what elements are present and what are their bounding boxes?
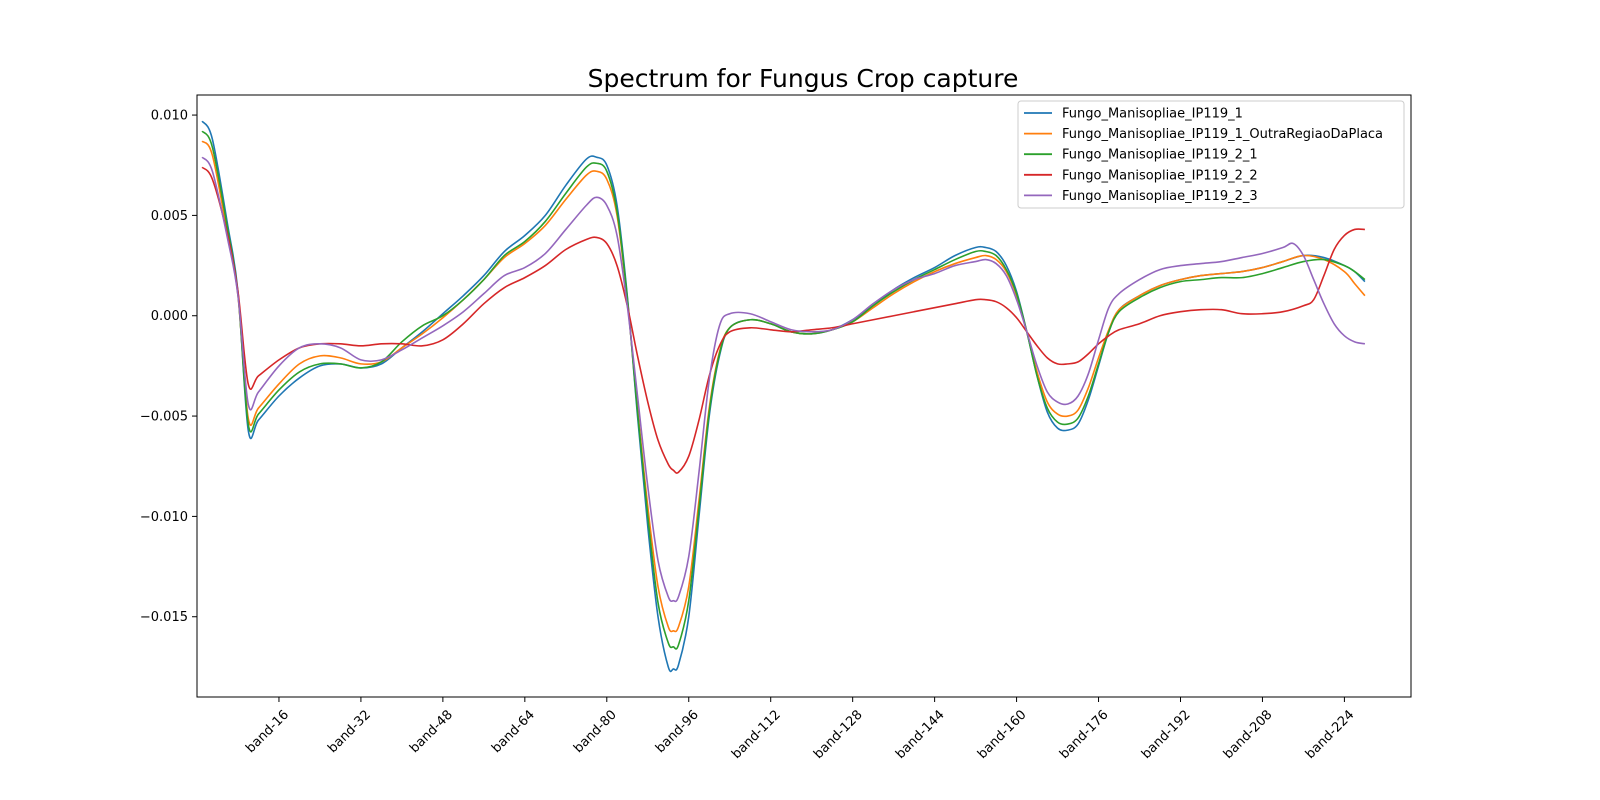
series-line-3 [201,130,1366,650]
x-tick-label: band-80 [571,707,620,756]
x-tick-label: band-144 [893,707,948,762]
x-tick-label: band-32 [325,707,374,756]
y-tick-label: −0.005 [140,410,188,425]
x-axis: band-16 band-32 band-48 band-64 band-80 band-… [243,697,1357,762]
legend-label-2: Fungo_Manisopliae_IP119_1_OutraRegiaoDaP… [1062,127,1383,142]
x-tick-label: band-128 [811,707,866,762]
y-tick-label: −0.010 [140,510,188,525]
x-tick-label: band-112 [729,707,784,762]
y-axis: 0.010 0.005 0.000 −0.005 −0.010 −0.015 [140,109,197,625]
y-tick-label: −0.015 [140,610,188,625]
chart-title: Spectrum for Fungus Crop capture [588,64,1019,93]
series-line-4 [201,166,1365,474]
x-tick-label: band-160 [975,707,1030,762]
x-tick-label: band-64 [489,707,538,756]
y-tick-label: 0.010 [151,109,188,124]
y-tick-label: 0.000 [151,309,188,324]
legend-label-5: Fungo_Manisopliae_IP119_2_3 [1062,189,1258,204]
legend-label-4: Fungo_Manisopliae_IP119_2_2 [1062,168,1258,183]
y-tick-label: 0.005 [151,209,188,224]
x-tick-label: band-192 [1139,707,1194,762]
x-tick-label: band-48 [407,707,456,756]
series-lines [201,120,1366,673]
series-line-5 [201,156,1366,603]
legend: Fungo_Manisopliae_IP119_1 Fungo_Manisopli… [1017,100,1405,209]
x-tick-label: band-16 [243,707,292,756]
x-tick-label: band-208 [1221,707,1276,762]
legend-label-3: Fungo_Manisopliae_IP119_2_1 [1062,148,1258,163]
x-tick-label: band-224 [1303,707,1358,762]
legend-box [1017,100,1405,209]
legend-label-1: Fungo_Manisopliae_IP119_1 [1062,107,1243,122]
x-tick-label: band-176 [1057,707,1112,762]
x-tick-label: band-96 [653,707,702,756]
